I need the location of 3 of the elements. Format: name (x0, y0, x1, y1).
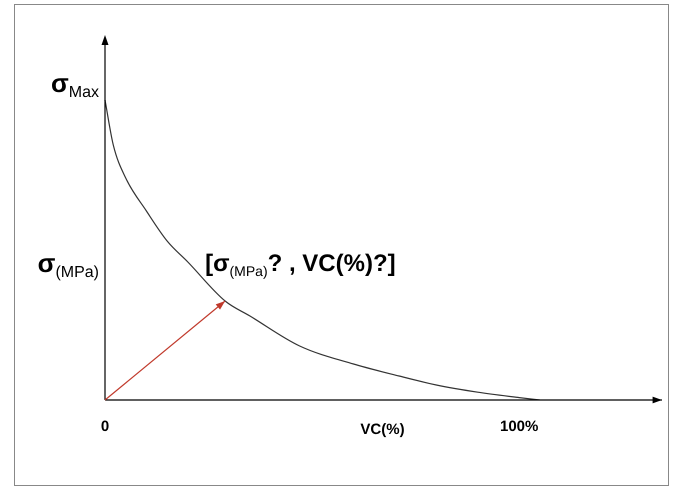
x-tick-label: 0 (100, 418, 110, 436)
x-axis-title: VC(%) (360, 421, 405, 438)
x-tick-label: 100% (500, 418, 538, 436)
